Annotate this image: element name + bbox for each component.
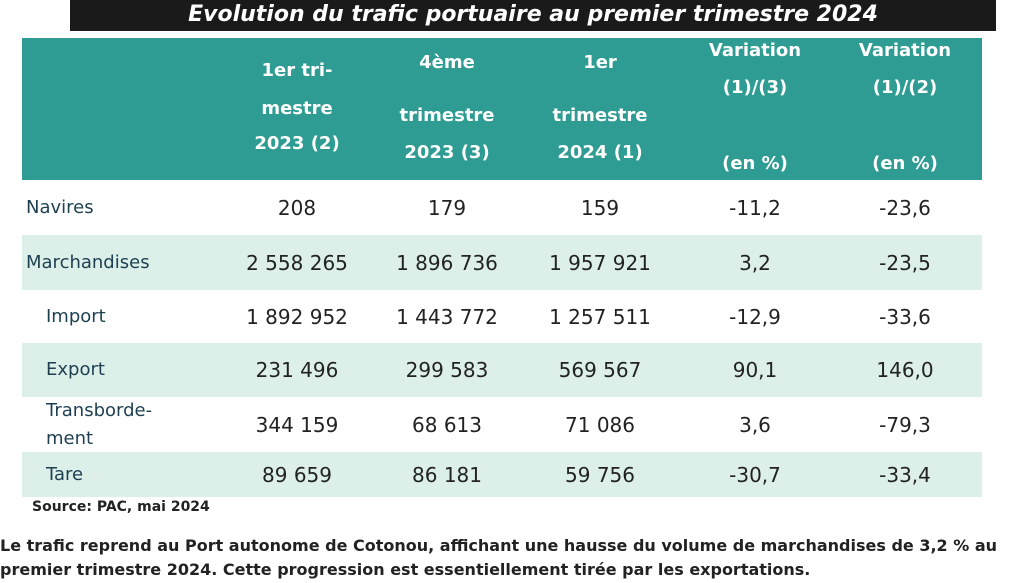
header-cell: mestre [261,98,333,119]
header-cell: (1)/(2) [872,77,938,98]
caption-line: Le trafic reprend au Port autonome de Co… [0,536,998,555]
header-cell: (en %) [722,153,788,174]
header-cell: trimestre [399,105,495,126]
table-cell: 1 443 772 [396,304,498,329]
title: Evolution du trafic portuaire au premier… [188,2,878,27]
table-cell: 159 [580,195,620,220]
header-cell: 2024 (1) [557,142,643,163]
table-cell: -33,4 [879,462,931,487]
table-cell: 86 181 [412,462,482,487]
row-band [22,235,982,290]
row-label: Marchandises [26,251,150,273]
row-label: Navires [26,196,94,218]
table-cell: 2 558 265 [246,250,348,275]
header-cell: 2023 (3) [404,142,490,163]
table-cell: 299 583 [405,358,489,382]
header-cell: (1)/(3) [722,77,788,98]
header-cell: 4ème [419,52,475,73]
table-cell: 1 257 511 [549,304,651,329]
table-cell: 1 896 736 [396,250,498,275]
source: Source: PAC, mai 2024 [32,499,210,515]
header-cell: trimestre [552,105,648,126]
header-cell: Variation [858,40,952,61]
table-cell: 3,2 [739,250,771,275]
header-cell: 2023 (2) [254,133,340,154]
row-label: ment [46,427,94,449]
table-cell: 90,1 [732,358,778,382]
table-cell: 179 [427,195,467,220]
row-label: Import [46,305,106,327]
table-cell: -12,9 [729,304,781,329]
row-label: Export [46,359,105,380]
table-cell: -23,6 [879,195,931,220]
table-cell: 344 159 [255,412,339,437]
table-cell: -79,3 [879,412,931,437]
header-cell: 1er tri- [261,60,333,81]
table-cell: -30,7 [729,462,781,487]
table-cell: 59 756 [565,462,635,487]
table-cell: 208 [277,195,317,220]
table-header [22,38,982,180]
row-label: Tare [46,463,84,485]
row-band [22,343,982,397]
table-cell: 3,6 [739,412,771,437]
table-cell: 89 659 [262,462,332,487]
table-cell: 569 567 [558,358,642,382]
row-band [22,452,982,497]
table-cell: 68 613 [412,412,482,437]
table-cell: 146,0 [876,358,934,382]
table-cell: 231 496 [255,358,339,382]
table-cell: -11,2 [729,195,781,220]
header-cell: Variation [708,40,802,61]
title-bar [70,0,996,31]
table-cell: 71 086 [565,412,635,437]
caption-line: premier trimestre 2024. Cette progressio… [0,560,811,579]
row-label: Transborde- [46,399,153,421]
table-cell: -33,6 [879,304,931,329]
table-cell: -23,5 [879,250,931,275]
table-cell: 1 957 921 [549,250,651,275]
header-cell: 1er [583,52,617,73]
header-cell: (en %) [872,153,938,174]
table-cell: 1 892 952 [246,304,348,329]
